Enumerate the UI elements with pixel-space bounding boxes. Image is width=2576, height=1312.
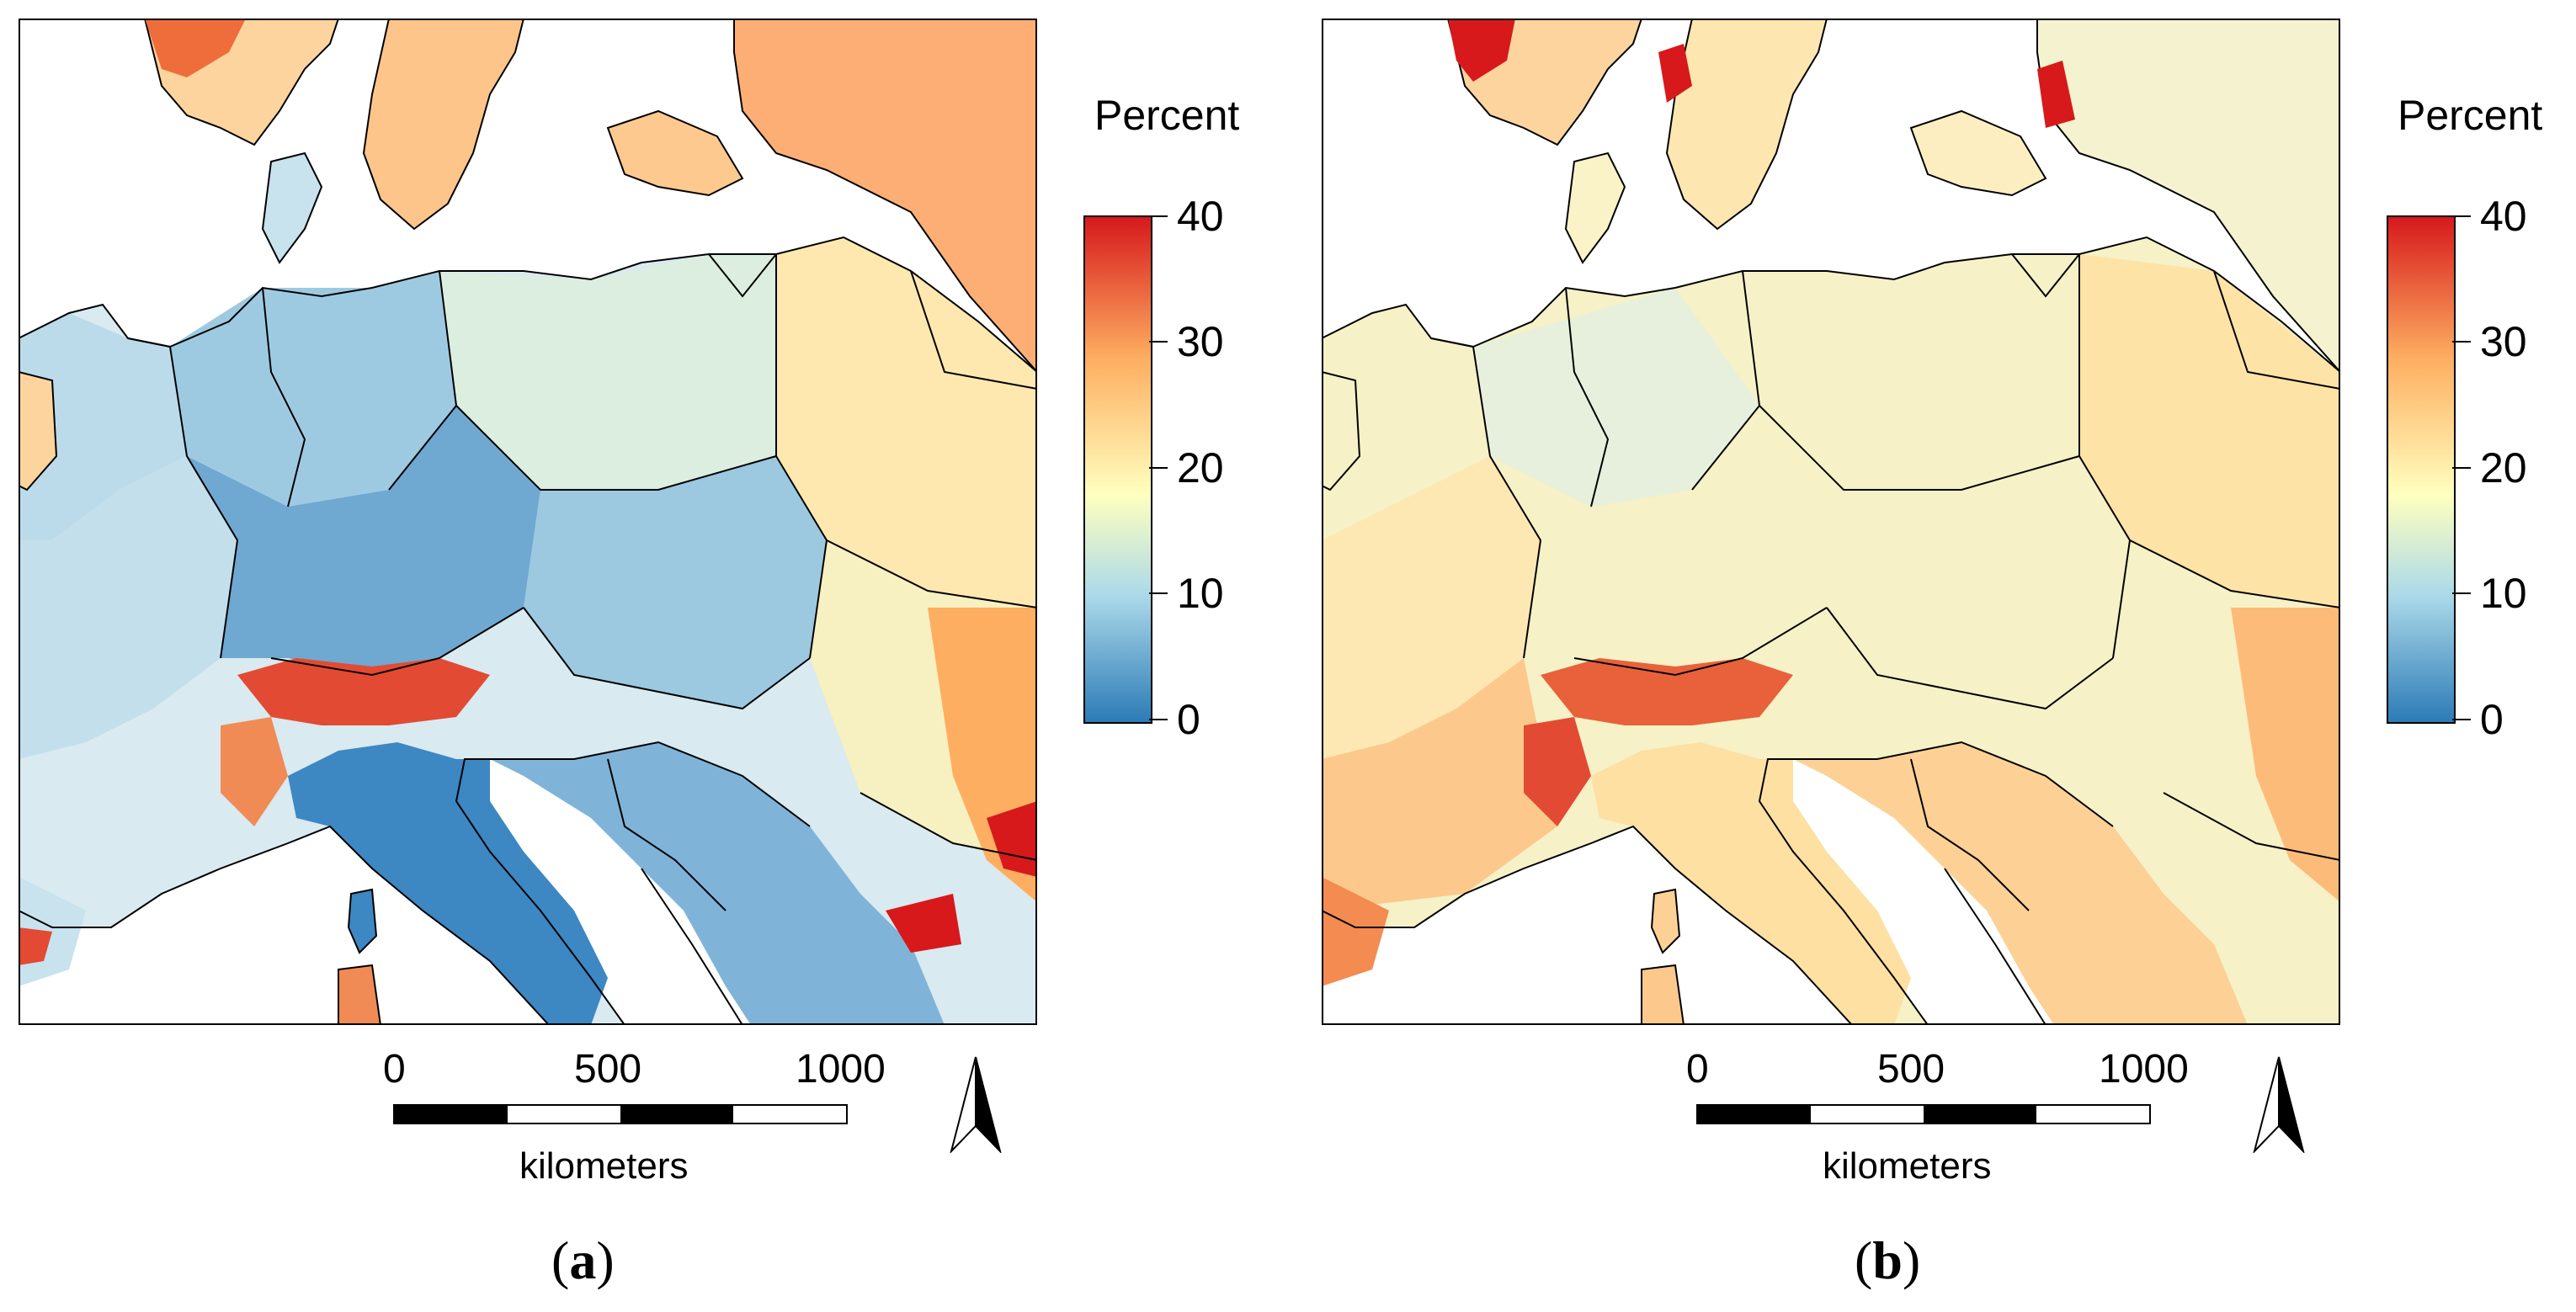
scale-unit: kilometers: [1823, 1145, 1992, 1187]
legend-label-10: 10: [2480, 570, 2527, 617]
legend-label-0: 0: [1177, 696, 1200, 743]
scale-bar: [1696, 1104, 2151, 1124]
north-arrow-icon: [950, 1056, 1002, 1153]
scale-label-1000: 1000: [2099, 1047, 2189, 1092]
legend-tick-20: [1149, 467, 1168, 469]
scale-label-500: 500: [1877, 1047, 1945, 1092]
panel-caption-a: (a): [551, 1230, 615, 1290]
legend-tick-30: [1149, 341, 1168, 343]
panel-b: Percent 0 10 20 30 40 0 500 1000 kilomet…: [1303, 0, 2576, 1312]
legend-label-40: 40: [1177, 193, 1224, 240]
scale-bar: [393, 1104, 848, 1124]
legend-label-0: 0: [2480, 696, 2504, 743]
legend-tick-20: [2452, 467, 2471, 469]
legend-tick-10: [2452, 592, 2471, 594]
legend-tick-10: [1149, 592, 1168, 594]
legend-tick-40: [2452, 215, 2471, 217]
scale-unit: kilometers: [519, 1145, 689, 1187]
map-b: [1322, 19, 2340, 1025]
legend-tick-30: [2452, 341, 2471, 343]
legend-label-40: 40: [2480, 193, 2527, 240]
legend-title: Percent: [1094, 92, 1240, 139]
panel-caption-b: (b): [1855, 1230, 1921, 1290]
scale-label-1000: 1000: [796, 1047, 886, 1092]
legend-tick-40: [1149, 215, 1168, 217]
legend-label-10: 10: [1177, 570, 1224, 617]
scale-label-0: 0: [1686, 1047, 1709, 1092]
legend-label-20: 20: [2480, 444, 2527, 491]
legend-title: Percent: [2398, 92, 2543, 139]
legend-label-30: 30: [2480, 318, 2527, 365]
map-a: [19, 19, 1037, 1025]
scale-label-500: 500: [574, 1047, 642, 1092]
legend-label-30: 30: [1177, 318, 1224, 365]
legend-tick-0: [1149, 719, 1168, 720]
legend-colorbar: [1083, 215, 1152, 724]
legend-tick-0: [2452, 719, 2471, 720]
scale-label-0: 0: [383, 1047, 406, 1092]
panel-a: Percent 0 10 20 30 40 0 500 1000 kilomet…: [19, 19, 1240, 1290]
legend-label-20: 20: [1177, 444, 1224, 491]
north-arrow-icon: [2253, 1056, 2305, 1153]
legend-colorbar: [2387, 215, 2456, 724]
